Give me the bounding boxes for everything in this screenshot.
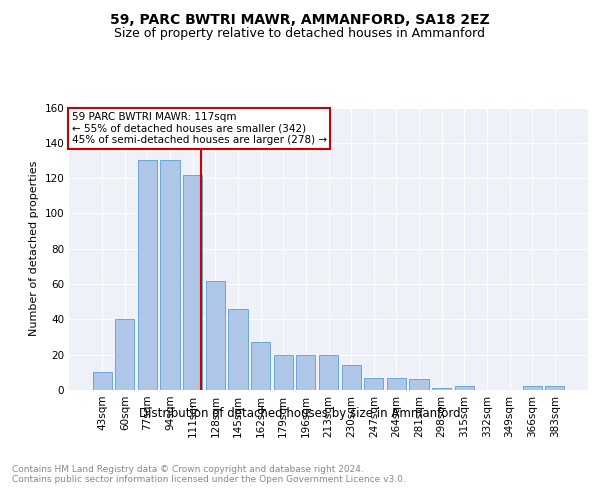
Text: Contains HM Land Registry data © Crown copyright and database right 2024.
Contai: Contains HM Land Registry data © Crown c… — [12, 465, 406, 484]
Bar — [432, 388, 451, 390]
Bar — [229, 309, 248, 390]
Bar — [409, 380, 428, 390]
Bar — [455, 386, 474, 390]
Bar — [251, 342, 270, 390]
Bar — [92, 372, 112, 390]
Bar — [319, 354, 338, 390]
Bar — [160, 160, 180, 390]
Bar — [206, 280, 225, 390]
Bar — [364, 378, 383, 390]
Y-axis label: Number of detached properties: Number of detached properties — [29, 161, 39, 336]
Text: 59 PARC BWTRI MAWR: 117sqm
← 55% of detached houses are smaller (342)
45% of sem: 59 PARC BWTRI MAWR: 117sqm ← 55% of deta… — [71, 112, 327, 145]
Bar — [341, 366, 361, 390]
Bar — [296, 354, 316, 390]
Text: Size of property relative to detached houses in Ammanford: Size of property relative to detached ho… — [115, 28, 485, 40]
Text: Distribution of detached houses by size in Ammanford: Distribution of detached houses by size … — [139, 408, 461, 420]
Bar — [274, 354, 293, 390]
Bar — [387, 378, 406, 390]
Bar — [138, 160, 157, 390]
Bar — [545, 386, 565, 390]
Bar — [523, 386, 542, 390]
Text: 59, PARC BWTRI MAWR, AMMANFORD, SA18 2EZ: 59, PARC BWTRI MAWR, AMMANFORD, SA18 2EZ — [110, 12, 490, 26]
Bar — [115, 320, 134, 390]
Bar — [183, 174, 202, 390]
